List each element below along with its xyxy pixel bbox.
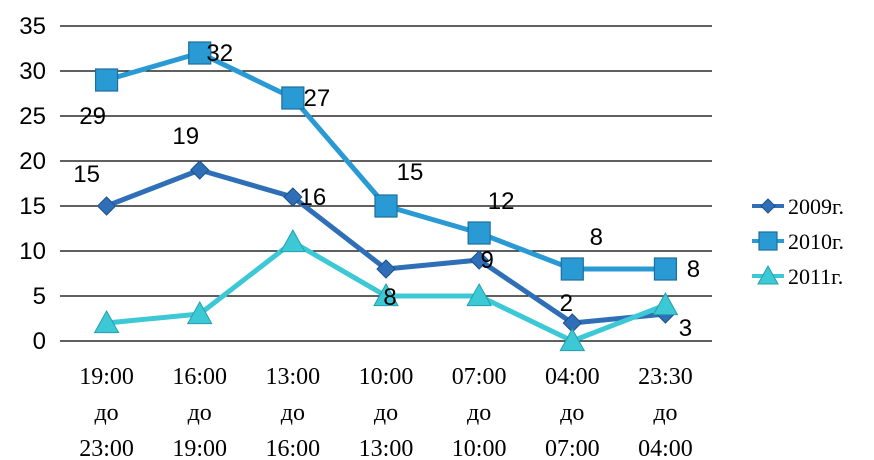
legend-label: 2011г. <box>788 264 843 289</box>
data-label: 19 <box>172 123 199 150</box>
x-tick-line: 10:00 <box>452 436 507 460</box>
y-tick-label: 0 <box>33 328 46 355</box>
series-lines <box>93 41 679 352</box>
data-label: 8 <box>383 284 396 311</box>
data-point-marker <box>560 257 584 281</box>
data-label: 12 <box>488 188 515 215</box>
legend-marker <box>760 198 776 214</box>
x-tick-label: 16:00 до 19:00 <box>172 364 227 460</box>
legend-marker <box>757 264 779 285</box>
x-tick-line: 04:00 <box>638 436 693 460</box>
x-tick-line: до <box>467 400 491 426</box>
gridlines <box>60 25 712 342</box>
data-label: 9 <box>480 247 493 274</box>
data-point-marker <box>186 300 213 325</box>
legend: 2009г. 2010г. 2011г. <box>752 194 844 289</box>
data-point-marker <box>467 221 491 245</box>
x-tick-line: 07:00 <box>545 436 600 460</box>
y-tick-label: 15 <box>19 193 46 220</box>
x-axis-ticks: 19:00 до 23:00 16:00 до 19:00 13:00 до 16:00 10:0… <box>79 364 693 460</box>
data-point-marker <box>376 259 396 279</box>
x-tick-label: 04:00 до 07:00 <box>545 364 600 460</box>
data-point-marker <box>653 257 678 281</box>
series-diamond <box>96 160 676 333</box>
data-point-marker <box>652 291 679 316</box>
x-tick-line: до <box>94 400 118 426</box>
x-tick-line: до <box>281 400 305 426</box>
legend-item: 2011г. <box>752 264 843 289</box>
x-tick-line: 07:00 <box>452 364 507 390</box>
data-label: 8 <box>687 256 700 283</box>
x-tick-line: до <box>374 400 398 426</box>
series-square <box>94 41 678 281</box>
data-point-marker <box>283 187 303 207</box>
y-tick-label: 35 <box>19 13 46 40</box>
x-tick-line: до <box>560 400 584 426</box>
y-axis-ticks: 0 5 10 15 20 25 30 35 <box>19 13 46 355</box>
data-point-marker <box>190 160 210 180</box>
data-point-marker <box>188 41 212 65</box>
x-tick-line: 13:00 <box>359 436 414 460</box>
data-label: 15 <box>397 159 424 186</box>
x-tick-line: 16:00 <box>172 364 227 390</box>
data-point-marker <box>374 194 398 218</box>
legend-item: 2009г. <box>752 194 844 219</box>
x-tick-line: до <box>653 400 677 426</box>
x-tick-line: 23:00 <box>79 436 134 460</box>
x-tick-line: 16:00 <box>266 436 321 460</box>
y-tick-label: 20 <box>19 148 46 175</box>
x-tick-line: 23:30 <box>638 364 693 390</box>
y-tick-label: 30 <box>19 58 46 85</box>
data-label: 16 <box>300 184 327 211</box>
data-point-marker <box>281 86 305 110</box>
x-tick-line: 04:00 <box>545 364 600 390</box>
legend-item: 2010г. <box>752 229 844 254</box>
x-tick-label: 10:00 до 13:00 <box>359 364 414 460</box>
data-label: 27 <box>304 85 331 112</box>
x-tick-label: 19:00 до 23:00 <box>79 364 134 460</box>
data-point-marker <box>280 228 306 253</box>
x-tick-label: 07:00 до 10:00 <box>452 364 507 460</box>
x-tick-line: 10:00 <box>359 364 414 390</box>
x-tick-label: 13:00 до 16:00 <box>266 364 321 460</box>
data-point-marker <box>469 250 489 270</box>
data-label: 29 <box>79 103 106 130</box>
data-label: 3 <box>679 315 692 342</box>
data-label: 15 <box>73 161 100 188</box>
data-point-marker <box>373 282 399 307</box>
data-point-marker <box>93 309 120 334</box>
series-triangle <box>93 228 679 352</box>
data-label: 8 <box>590 224 603 251</box>
y-tick-label: 5 <box>33 283 46 310</box>
legend-label: 2010г. <box>788 229 844 254</box>
x-tick-line: 13:00 <box>266 364 321 390</box>
legend-label: 2009г. <box>788 194 844 219</box>
y-tick-label: 25 <box>19 103 46 130</box>
x-tick-line: 19:00 <box>79 364 134 390</box>
data-label: 2 <box>560 290 573 317</box>
y-tick-label: 10 <box>19 238 46 265</box>
data-label: 32 <box>206 40 233 67</box>
data-point-marker <box>466 282 492 307</box>
x-tick-label: 23:30 до 04:00 <box>638 364 693 460</box>
x-tick-line: до <box>188 400 212 426</box>
legend-marker <box>758 231 778 251</box>
data-labels: 15 19 16 8 9 2 3 29 32 27 15 12 8 8 <box>73 40 700 342</box>
data-point-marker <box>94 68 119 92</box>
x-tick-line: 19:00 <box>172 436 227 460</box>
data-point-marker <box>96 196 117 216</box>
data-point-marker <box>559 327 586 352</box>
